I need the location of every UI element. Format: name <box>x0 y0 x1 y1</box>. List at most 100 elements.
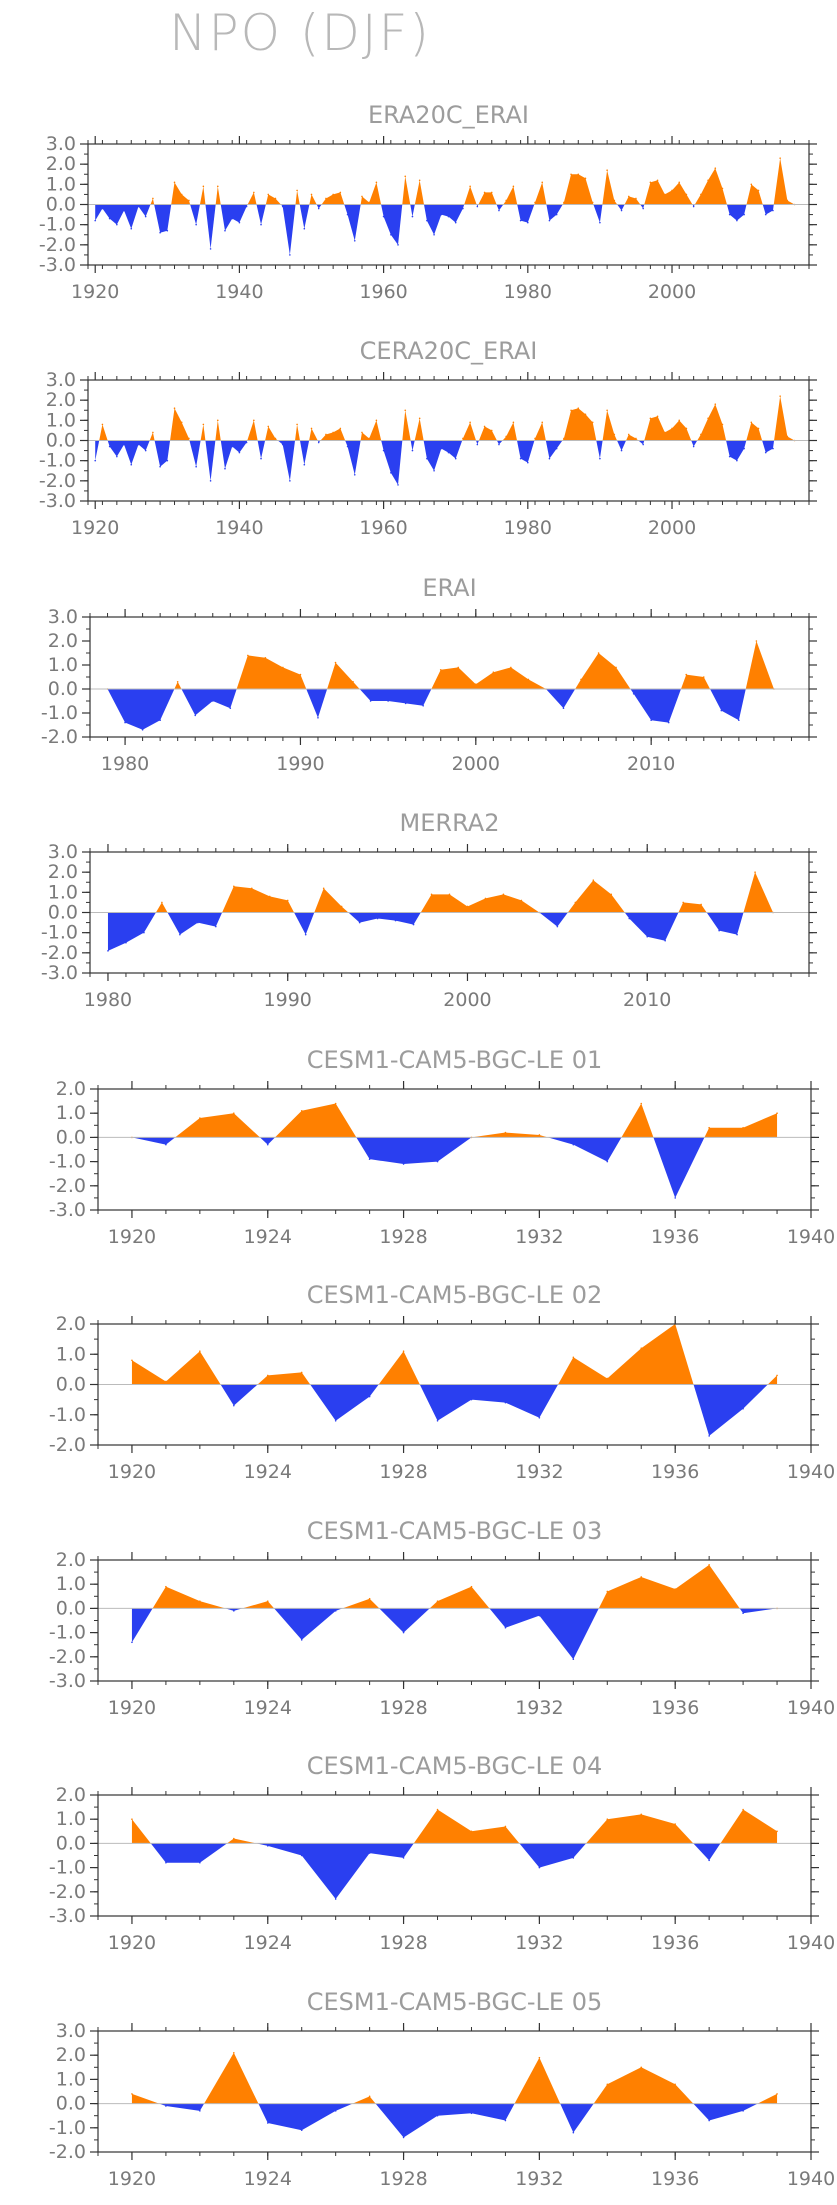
data-point <box>700 903 702 906</box>
y-tick-label: 1.0 <box>46 173 76 195</box>
data-point <box>250 887 253 890</box>
data-point <box>233 1837 235 1840</box>
data-point <box>199 1600 201 1602</box>
x-tick-label: 2000 <box>648 281 696 303</box>
data-point <box>627 433 630 436</box>
data-point <box>382 215 385 218</box>
data-point <box>664 193 666 196</box>
data-point <box>504 1401 507 1404</box>
panel-title: CESM1-CAM5-BGC-LE 04 <box>307 1752 603 1780</box>
negative-anomaly-area <box>107 689 175 730</box>
data-point <box>498 443 500 446</box>
chart-panel: CESM1-CAM5-BGC-LE 03 1920 1924 1928 1932 1936… <box>49 1517 835 1719</box>
panel-title: CESM1-CAM5-BGC-LE 02 <box>307 1281 603 1309</box>
data-point <box>289 254 291 256</box>
y-tick-label: -2.0 <box>49 2141 86 2163</box>
positive-anomaly-area <box>464 186 477 205</box>
data-point <box>743 213 745 216</box>
data-point <box>229 707 232 709</box>
x-tick-label: 1920 <box>108 1226 156 1248</box>
data-point <box>180 193 183 196</box>
x-tick-label: 1924 <box>244 2168 292 2190</box>
data-point <box>266 1845 269 1847</box>
x-tick-label: 2010 <box>623 989 671 1011</box>
data-point <box>764 451 767 454</box>
data-point <box>519 219 522 222</box>
y-tick-label: -2.0 <box>41 726 78 748</box>
negative-anomaly-area <box>379 1608 430 1633</box>
positive-anomaly-area <box>131 1819 151 1844</box>
data-point <box>512 185 515 188</box>
data-point <box>572 1658 575 1661</box>
data-point <box>300 2129 303 2132</box>
data-point <box>742 1612 744 1615</box>
y-tick-label: -1.0 <box>49 1151 86 1173</box>
data-point <box>640 1813 643 1816</box>
data-point <box>418 179 421 182</box>
negative-anomaly-area <box>545 689 576 709</box>
x-tick-label: 1980 <box>101 753 149 775</box>
data-point <box>433 469 435 472</box>
data-point <box>640 1347 643 1349</box>
positive-anomaly-area <box>327 662 360 689</box>
data-point <box>606 1818 609 1820</box>
positive-anomaly-area <box>413 1809 520 1844</box>
data-point <box>131 2093 133 2095</box>
data-point <box>440 213 443 216</box>
x-tick-label: 1980 <box>504 281 552 303</box>
data-point <box>577 407 580 410</box>
positive-anomaly-area <box>342 1598 380 1609</box>
data-point <box>238 451 241 454</box>
negative-anomaly-area <box>277 440 296 481</box>
data-point <box>281 443 284 446</box>
positive-anomaly-area <box>131 1351 221 1385</box>
data-point <box>498 209 500 212</box>
data-point <box>266 2122 269 2124</box>
data-point <box>368 1852 371 1854</box>
data-point <box>439 669 442 671</box>
data-point <box>264 657 267 659</box>
data-point <box>310 427 313 430</box>
data-point <box>512 421 515 424</box>
negative-anomaly-area <box>131 1137 176 1145</box>
positive-anomaly-area <box>558 1324 694 1385</box>
positive-anomaly-area <box>175 1113 260 1138</box>
data-point <box>502 893 505 896</box>
data-point <box>685 427 688 430</box>
data-point <box>375 419 378 422</box>
x-tick-label: 1924 <box>244 1226 292 1248</box>
x-tick-label: 1936 <box>651 1932 699 1954</box>
data-point <box>772 209 774 212</box>
data-point <box>402 1350 405 1353</box>
data-point <box>352 681 354 683</box>
positive-anomaly-area <box>321 192 345 205</box>
negative-anomaly-area <box>220 204 248 231</box>
data-point <box>599 221 601 224</box>
negative-anomaly-area <box>545 440 563 459</box>
data-point <box>504 1626 507 1629</box>
x-tick-label: 1940 <box>787 1932 835 1954</box>
data-point <box>358 921 361 924</box>
negative-anomaly-area <box>299 440 310 465</box>
y-tick-label: 2.0 <box>48 861 78 883</box>
positive-anomaly-area <box>309 194 317 205</box>
chart-panel: MERRA2 1980 1990 2000 2010 3.02.01.00.0-1.0-2… <box>41 809 817 1011</box>
positive-anomaly-area <box>247 420 258 441</box>
data-point <box>476 443 479 446</box>
data-point <box>577 173 580 176</box>
data-point <box>233 1610 235 1612</box>
y-tick-label: -3.0 <box>41 962 78 984</box>
negative-anomaly-area <box>356 1137 472 1165</box>
negative-anomaly-area <box>419 1384 559 1421</box>
data-point <box>436 1600 439 1602</box>
data-point <box>274 437 277 440</box>
negative-anomaly-area <box>617 440 627 451</box>
data-point <box>492 671 495 673</box>
data-point <box>640 1576 643 1578</box>
data-point <box>615 666 617 669</box>
negative-anomaly-area <box>423 440 463 471</box>
negative-anomaly-area <box>691 440 698 447</box>
data-point <box>131 1359 133 1362</box>
data-point <box>411 215 414 218</box>
data-point <box>173 181 176 184</box>
